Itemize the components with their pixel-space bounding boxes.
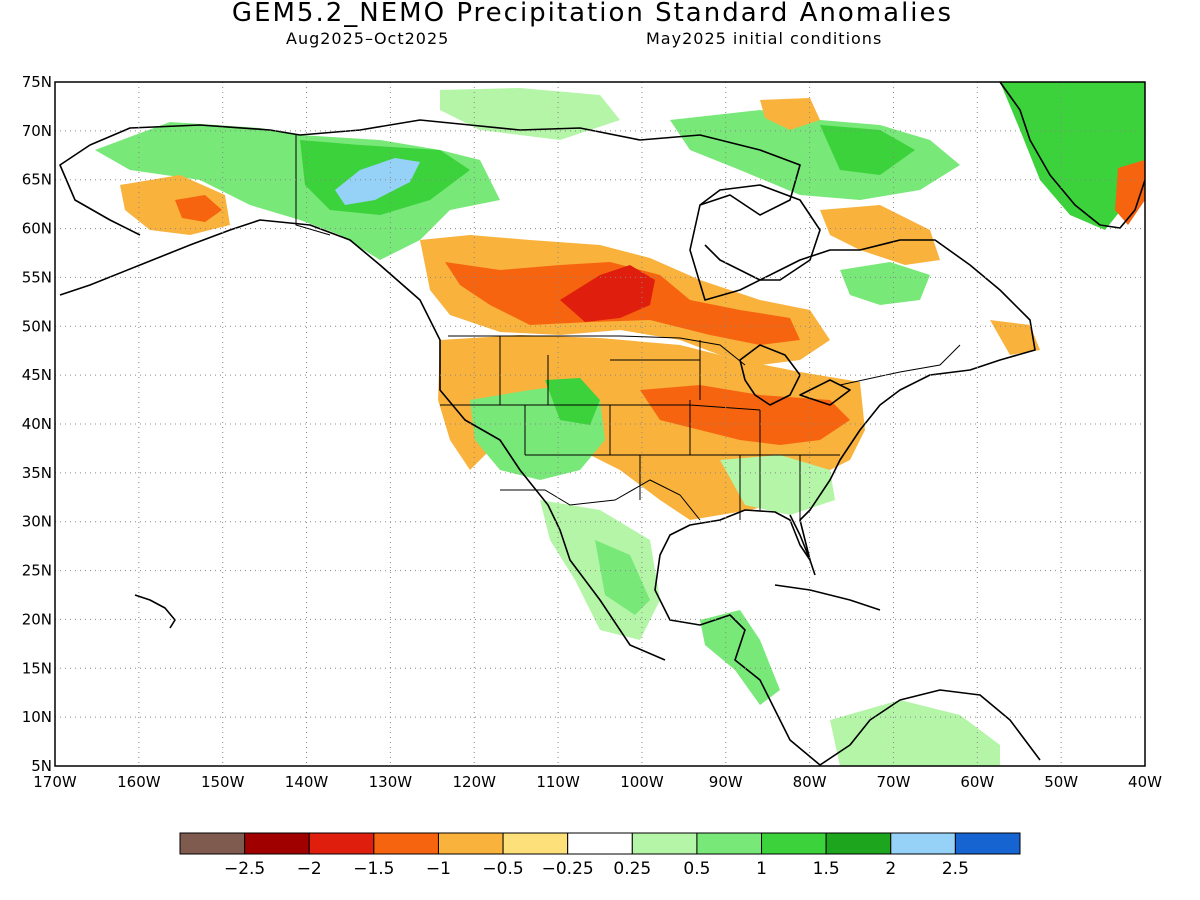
lon-tick-label: 50W [1044, 773, 1078, 791]
colorbar-swatch [567, 832, 633, 855]
graticule [55, 82, 1145, 766]
arctic-wet-north [440, 88, 620, 140]
colorbar-label: 0.25 [613, 859, 651, 879]
lon-tick-label: 130W [369, 773, 413, 791]
border-alaska-canada [295, 135, 331, 236]
lon-tick-label: 90W [709, 773, 743, 791]
coastlines [59, 82, 1145, 766]
lat-tick-label: 30N [22, 513, 52, 531]
colorbar-label: 1.5 [813, 859, 840, 879]
south-america-wet [830, 700, 1000, 766]
lat-tick-label: 60N [22, 220, 52, 238]
arctic-wet-core [820, 125, 915, 175]
lat-tick-label: 5N [31, 757, 52, 775]
coastline-florida [789, 514, 816, 576]
lat-tick-label: 10N [22, 708, 52, 726]
yukon-extreme-wet [335, 158, 420, 205]
initial-conditions: May2025 initial conditions [646, 29, 883, 48]
lat-tick-label: 15N [22, 659, 52, 677]
colorbar-swatch [244, 832, 310, 855]
lat-tick-label: 75N [22, 73, 52, 91]
colorbar-label: −0.5 [482, 859, 523, 879]
lat-tick-label: 50N [22, 317, 52, 335]
forecast-period: Aug2025–Oct2025 [286, 29, 450, 48]
colorbar-swatch [696, 832, 763, 855]
anomaly-fields [95, 82, 1145, 766]
lon-tick-label: 170W [33, 773, 77, 791]
lat-tick-label: 40N [22, 415, 52, 433]
colorbar-swatch [179, 832, 246, 855]
map-title: GEM5.2_NEMO Precipitation Standard Anoma… [231, 0, 954, 28]
coastline-cuba [774, 584, 881, 611]
lat-tick-label: 45N [22, 366, 52, 384]
coastline-greenland [999, 82, 1145, 229]
us-southwest-wet-core [545, 378, 600, 425]
us-state-lines [440, 336, 840, 520]
border-us-canada [448, 335, 961, 386]
colorbar-label: −2 [297, 859, 322, 879]
lon-tick-label: 80W [793, 773, 827, 791]
lon-tick-label: 120W [452, 773, 496, 791]
colorbar-label: 0.5 [683, 859, 710, 879]
colorbar-label: 2.5 [942, 859, 969, 879]
latitude-labels: 75N 70N 65N 60N 55N 50N 45N 40N 35N 30N 25N 20N 15N 1… [22, 73, 52, 775]
arctic-dry-patch [760, 98, 820, 130]
lat-tick-label: 25N [22, 562, 52, 580]
colorbar-swatch [825, 832, 892, 855]
lon-tick-label: 40W [1128, 773, 1162, 791]
map-frame [54, 81, 1146, 767]
lat-tick-label: 20N [22, 610, 52, 628]
colorbar-swatch [954, 832, 1021, 855]
colorbar-swatch [631, 832, 698, 855]
lon-tick-label: 60W [960, 773, 994, 791]
arctic-wet-region [670, 110, 960, 200]
political-borders [295, 135, 961, 521]
colorbar: −2.5 −2 −1.5 −1 −0.5 −0.25 0.25 0.5 1 1.5 2 2.5 [179, 832, 1021, 879]
great-lakes [739, 344, 851, 406]
longitude-labels: 170W 160W 150W 140W 130W 120W 110W 100W 90W 80W 70… [33, 773, 1162, 791]
colorbar-label: −2.5 [224, 859, 265, 879]
canada-strong-dry [560, 265, 655, 322]
mexico-wet-core [595, 540, 650, 615]
colorbar-label: 2 [885, 859, 896, 879]
colorbar-swatch [502, 832, 569, 855]
lon-tick-label: 140W [285, 773, 329, 791]
lon-tick-label: 100W [620, 773, 664, 791]
lon-tick-label: 150W [201, 773, 245, 791]
colorbar-swatch [437, 832, 504, 855]
lon-tick-label: 110W [536, 773, 580, 791]
lat-tick-label: 55N [22, 268, 52, 286]
alaska-dry-core [175, 195, 222, 222]
us-southeast-wet [720, 455, 835, 515]
lon-tick-label: 160W [117, 773, 161, 791]
colorbar-label: 1 [756, 859, 767, 879]
greenland-wet-region [1000, 82, 1145, 230]
coastline-north-america [59, 119, 1041, 766]
colorbar-label: −1 [426, 859, 451, 879]
coastline-hawaii [134, 594, 176, 629]
us-dry-core [640, 385, 850, 445]
maritimes-dry [990, 320, 1040, 355]
colorbar-label: −0.25 [542, 859, 594, 879]
lat-tick-label: 70N [22, 122, 52, 140]
colorbar-swatch [890, 832, 956, 855]
quebec-dry [820, 205, 940, 265]
colorbar-swatch [373, 832, 439, 855]
lon-tick-label: 70W [877, 773, 911, 791]
lat-tick-label: 65N [22, 171, 52, 189]
colorbar-swatch [761, 832, 827, 855]
quebec-wet [840, 262, 930, 305]
greenland-dry-edge [1115, 160, 1145, 225]
lat-tick-label: 35N [22, 464, 52, 482]
colorbar-label: −1.5 [353, 859, 394, 879]
border-us-mexico [500, 479, 701, 521]
colorbar-swatch [308, 832, 375, 855]
coastline-hudson-bay [699, 184, 821, 281]
